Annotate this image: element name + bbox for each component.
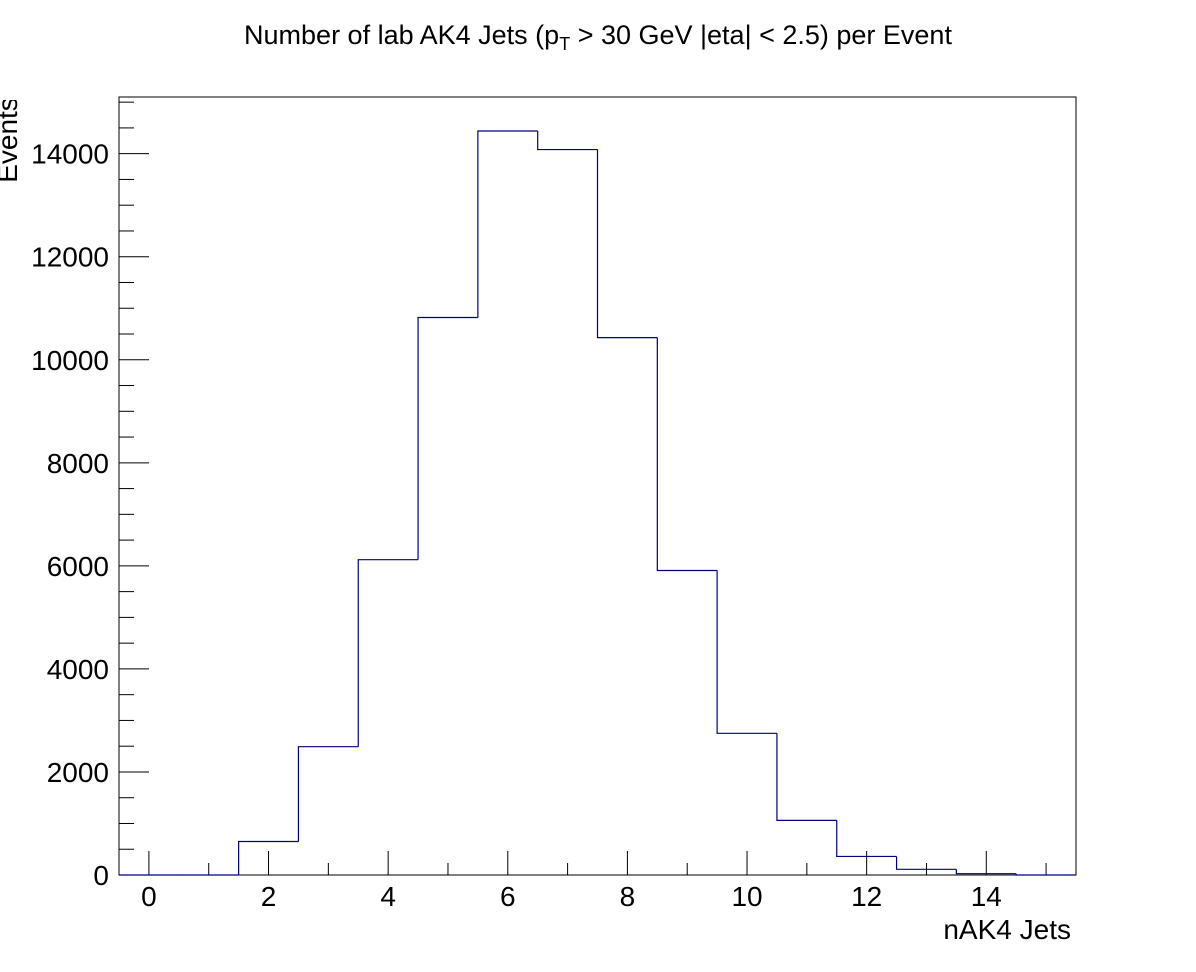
x-tick-label: 8 [620, 881, 636, 912]
y-tick-label: 12000 [31, 242, 109, 273]
y-tick-label: 6000 [47, 551, 109, 582]
y-tick-label: 0 [93, 860, 109, 891]
histogram-bin [836, 820, 897, 858]
y-tick-label: 14000 [31, 139, 109, 170]
histogram-bin [596, 149, 658, 339]
axis-ticks-layer: 0 2000 4000 6000 8000 10000 12000 14000 0 2 4 6 8 10 1… [31, 101, 1047, 912]
histogram-bin [1015, 873, 1076, 876]
x-tick-label: 6 [500, 881, 516, 912]
plot-frame [118, 96, 1077, 876]
histogram-bin [238, 840, 299, 875]
x-tick-label: 14 [971, 881, 1002, 912]
x-tick-label: 4 [380, 881, 396, 912]
histogram-bin [417, 316, 478, 560]
histogram-bin [716, 570, 777, 734]
histogram-bin [895, 856, 957, 870]
plot-frame-layer [118, 96, 1077, 876]
histogram-bin [537, 131, 598, 151]
x-tick-label: 10 [731, 881, 762, 912]
histogram-bin [297, 746, 359, 842]
histogram-bin [357, 559, 419, 747]
histogram-bin [776, 733, 837, 821]
histogram-layer [119, 130, 1076, 876]
chart-title-rest: > 30 GeV |eta| < 2.5) per Event [570, 20, 952, 50]
chart-title: Number of lab AK4 Jets (pT > 30 GeV |eta… [0, 20, 1196, 55]
x-tick-label: 12 [851, 881, 882, 912]
x-axis-label: nAK4 Jets [943, 914, 1071, 945]
y-tick-label: 10000 [31, 345, 109, 376]
x-tick-label: 0 [141, 881, 157, 912]
y-tick-label: 4000 [47, 654, 109, 685]
histogram-bin [656, 337, 718, 572]
histogram-bin [477, 130, 538, 318]
y-tick-label: 2000 [47, 757, 109, 788]
x-tick-label: 2 [261, 881, 277, 912]
chart-title-main: Number of lab AK4 Jets (p [244, 20, 560, 50]
histogram-bin [955, 869, 1017, 875]
chart-title-subscript: T [559, 34, 571, 54]
y-tick-label: 8000 [47, 448, 109, 479]
